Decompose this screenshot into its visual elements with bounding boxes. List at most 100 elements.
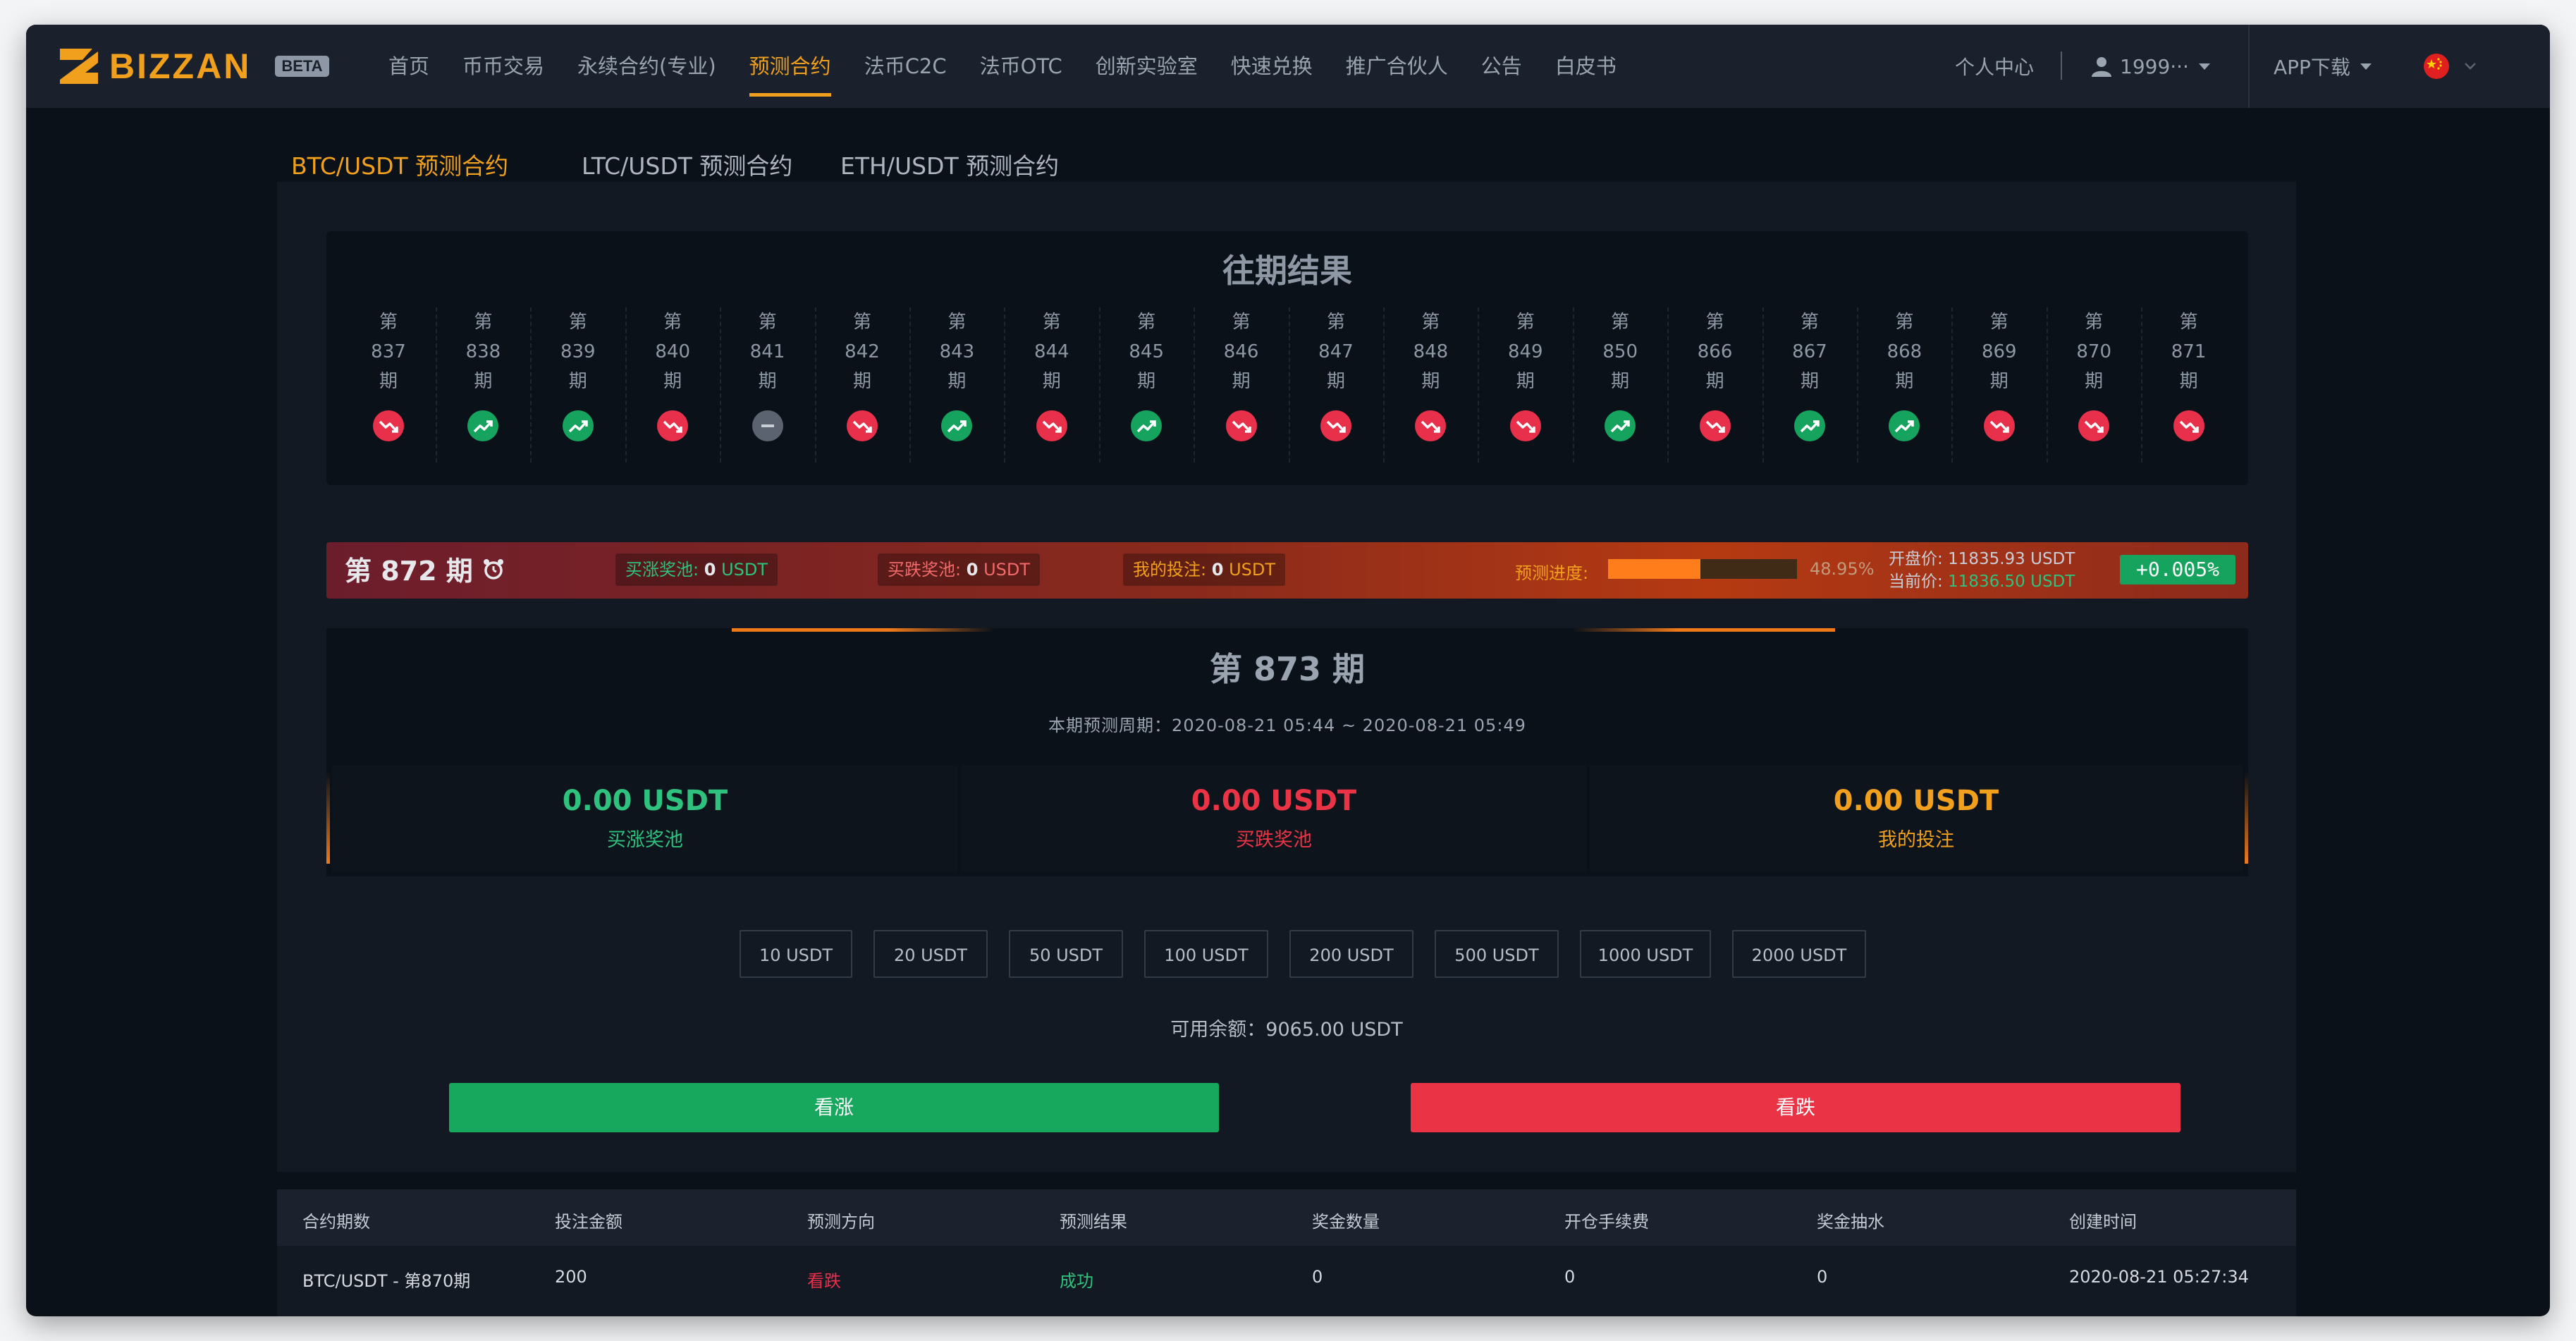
period-prefix: 第 (1611, 312, 1630, 333)
period-prefix: 第 (1421, 312, 1440, 333)
amount-20-button[interactable]: 20 USDT (873, 930, 988, 978)
nav-partner[interactable]: 推广合伙人 (1345, 54, 1448, 78)
open-price-value: 11835.93 USDT (1948, 550, 2075, 568)
amount-50-button[interactable]: 50 USDT (1009, 930, 1123, 978)
col-direction: 预测方向 (807, 1212, 875, 1232)
nav-perpetual[interactable]: 永续合约(专业) (577, 54, 716, 78)
nav-announcement[interactable]: 公告 (1480, 54, 1522, 78)
history-period: 第 850 期 (1573, 307, 1669, 463)
nav-otc[interactable]: 法币OTC (979, 54, 1062, 78)
cell-amount: 200 (555, 1267, 587, 1287)
nav-whitepaper[interactable]: 白皮书 (1554, 54, 1617, 78)
trend-down-icon (1036, 410, 1067, 441)
period-suffix: 期 (1232, 371, 1251, 392)
history-results: 往期结果 第 837 期 第 838 期 第 839 期 第 840 期 第 841 期 第 842 期 第 843 期… (326, 231, 2248, 485)
trend-up-icon (1131, 410, 1163, 441)
period-suffix: 期 (379, 371, 398, 392)
trend-down-icon (1509, 410, 1541, 441)
history-period: 第 847 期 (1289, 307, 1385, 463)
period-prefix: 第 (1516, 312, 1535, 333)
personal-center-link[interactable]: 个人中心 (1955, 25, 2034, 108)
price-change-badge: +0.005% (2120, 555, 2235, 584)
logo[interactable]: BIZZAN BETA (57, 42, 329, 91)
period-suffix: 期 (1421, 371, 1440, 392)
history-periods: 第 837 期 第 838 期 第 839 期 第 840 期 第 841 期 第 842 期 第 843 期 第 844 期… (341, 307, 2236, 470)
history-period: 第 839 期 (531, 307, 627, 463)
period-prefix: 第 (474, 312, 493, 333)
period-suffix: 期 (1516, 371, 1535, 392)
nav-home[interactable]: 首页 (388, 54, 430, 78)
nav-lab[interactable]: 创新实验室 (1095, 54, 1198, 78)
progress-bar (1608, 559, 1797, 579)
period-number: 866 (1697, 341, 1733, 362)
next-period-title: 第 873 期 (1209, 650, 1366, 688)
history-period: 第 841 期 (720, 307, 816, 463)
period-prefix: 第 (1989, 312, 2008, 333)
cell-prize: 0 (1312, 1267, 1323, 1287)
cell-period: BTC/USDT - 第870期 (302, 1271, 471, 1291)
app-download-label: APP下载 (2274, 56, 2350, 79)
chevron-down-icon (2465, 63, 2476, 70)
nav-c2c[interactable]: 法币C2C (864, 54, 947, 78)
nav-spot[interactable]: 币币交易 (462, 54, 545, 78)
period-number: 849 (1507, 341, 1543, 362)
amount-200-button[interactable]: 200 USDT (1289, 930, 1413, 978)
period-number: 844 (1034, 341, 1069, 362)
history-period: 第 842 期 (815, 307, 911, 463)
history-period: 第 837 期 (341, 307, 437, 463)
progress-label: 预测进度: (1515, 563, 1589, 583)
down-pool-pill: 买跌奖池: 0 USDT (878, 553, 1041, 586)
period-suffix: 期 (852, 371, 871, 392)
bet-up-button[interactable]: 看涨 (449, 1083, 1219, 1132)
tab-btc-usdt[interactable]: BTC/USDT 预测合约 (291, 152, 509, 180)
bet-amount-options: 10 USDT 20 USDT 50 USDT 100 USDT 200 USD… (277, 930, 2296, 979)
tab-ltc-usdt[interactable]: LTC/USDT 预测合约 (582, 152, 793, 180)
up-pool-value: 0 (704, 560, 716, 580)
app-download-menu[interactable]: APP下载 (2274, 25, 2372, 108)
nav-prediction[interactable]: 预测合约 (749, 25, 831, 108)
trend-up-icon (1889, 410, 1920, 441)
nav-swap[interactable]: 快速兑换 (1230, 54, 1313, 78)
up-pool-pill: 买涨奖池: 0 USDT (615, 553, 778, 586)
period-number: 840 (655, 341, 690, 362)
trend-down-icon (1415, 410, 1447, 441)
amount-100-button[interactable]: 100 USDT (1144, 930, 1268, 978)
price-info: 开盘价: 11835.93 USDT 当前价: 11836.50 USDT (1889, 548, 2075, 593)
down-pool-value: 0 (966, 560, 979, 580)
cell-direction: 看跌 (807, 1271, 841, 1291)
amount-500-button[interactable]: 500 USDT (1435, 930, 1559, 978)
current-period-title: 第 872 期 (345, 549, 505, 588)
user-menu[interactable]: 1999··· (2090, 25, 2210, 108)
trend-down-icon (657, 410, 689, 441)
col-result: 预测结果 (1060, 1212, 1127, 1232)
trend-down-icon (2173, 410, 2204, 441)
language-selector[interactable] (2423, 25, 2479, 108)
up-pool-label: 买涨奖池: (625, 560, 699, 580)
pool-summary: 0.00 USDT 买涨奖池 0.00 USDT 买跌奖池 0.00 USDT … (326, 765, 2248, 872)
down-pool-label: 买跌奖池: (888, 560, 962, 580)
period-suffix: 期 (474, 371, 493, 392)
trend-up-icon (1794, 410, 1825, 441)
tab-eth-usdt[interactable]: ETH/USDT 预测合约 (840, 152, 1060, 180)
history-period: 第 843 期 (909, 307, 1006, 463)
history-period: 第 848 期 (1383, 307, 1480, 463)
trend-down-icon (2078, 410, 2110, 441)
bet-down-button[interactable]: 看跌 (1411, 1083, 2181, 1132)
amount-1000-button[interactable]: 1000 USDT (1580, 930, 1711, 978)
my-bet-label: 我的投注: (1133, 560, 1207, 580)
chevron-down-icon (2198, 63, 2210, 70)
table-header: 合约期数 投注金额 预测方向 预测结果 奖金数量 开仓手续费 奖金抽水 创建时间 (277, 1189, 2296, 1246)
period-suffix: 期 (758, 371, 777, 392)
history-period: 第 845 期 (1099, 307, 1196, 463)
current-price-label: 当前价: (1889, 572, 1943, 591)
period-prefix: 第 (663, 312, 682, 333)
period-suffix: 期 (947, 371, 967, 392)
alarm-clock-icon (483, 558, 503, 580)
amount-10-button[interactable]: 10 USDT (740, 930, 852, 978)
china-flag-icon (2424, 54, 2449, 79)
history-period: 第 846 期 (1194, 307, 1290, 463)
period-suffix: 期 (1326, 371, 1345, 392)
period-number: 848 (1413, 341, 1449, 362)
period-suffix: 期 (1705, 371, 1724, 392)
amount-2000-button[interactable]: 2000 USDT (1732, 930, 1866, 978)
